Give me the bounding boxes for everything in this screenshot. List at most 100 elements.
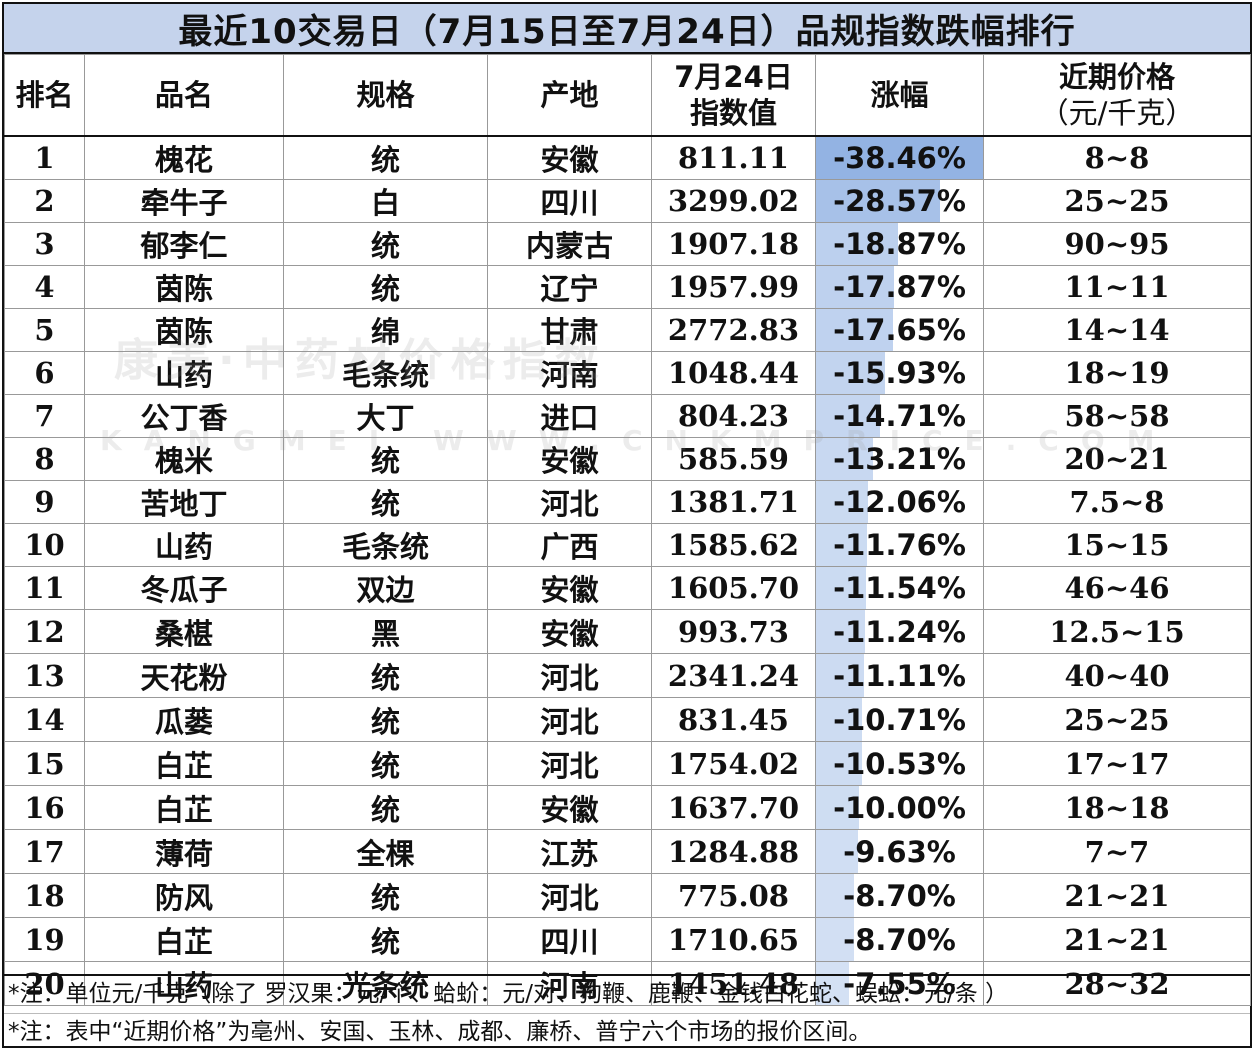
rank-cell: 13 (4, 653, 85, 698)
index-cell: 1048.44 (651, 351, 816, 395)
price-cell: 25~25 (983, 179, 1251, 223)
name-cell: 槐花 (84, 135, 284, 180)
change-value: -11.11% (833, 658, 966, 693)
price-cell: 28~32 (983, 961, 1251, 1006)
price-cell: 8~8 (983, 135, 1251, 180)
rank-cell: 9 (4, 480, 85, 524)
header-name: 品名 (84, 54, 284, 137)
change-data-bar (816, 180, 941, 222)
index-cell: 1451.48 (651, 961, 816, 1006)
change-data-bar (816, 137, 983, 179)
change-data-bar (816, 610, 865, 653)
price-cell: 25~25 (983, 697, 1251, 742)
index-cell: 775.08 (651, 873, 816, 918)
spec-cell: 黑 (283, 609, 488, 654)
change-cell: -13.21% (815, 437, 984, 481)
change-data-bar (816, 352, 886, 394)
rank-cell: 5 (4, 308, 85, 352)
index-cell: 2772.83 (651, 308, 816, 352)
change-value: -9.63% (843, 834, 956, 869)
table-row: 1 槐花统安徽 811.11 -38.46% 8~8 (4, 135, 1251, 180)
change-cell: -10.71% (815, 697, 984, 742)
rank-cell: 16 (4, 785, 85, 830)
name-cell: 公丁香 (84, 394, 284, 438)
rank-cell: 1 (4, 135, 85, 180)
index-cell: 1605.70 (651, 566, 816, 610)
index-cell: 1957.99 (651, 265, 816, 309)
origin-cell: 四川 (487, 917, 652, 962)
index-cell: 3299.02 (651, 179, 816, 223)
spec-cell: 双边 (283, 566, 488, 610)
name-cell: 山药 (84, 961, 284, 1006)
change-data-bar (816, 438, 874, 480)
rank-cell: 20 (4, 961, 85, 1006)
origin-cell: 广西 (487, 523, 652, 567)
spec-cell: 统 (283, 917, 488, 962)
name-cell: 桑椹 (84, 609, 284, 654)
origin-cell: 河北 (487, 741, 652, 786)
rank-cell: 18 (4, 873, 85, 918)
name-cell: 茵陈 (84, 265, 284, 309)
header-index-line1: 7月24日 (674, 60, 793, 94)
change-value: -11.24% (833, 614, 966, 649)
change-data-bar (816, 524, 868, 566)
origin-cell: 河北 (487, 653, 652, 698)
change-data-bar (816, 918, 854, 961)
rank-cell: 3 (4, 222, 85, 266)
change-value: -28.57% (833, 184, 966, 218)
change-cell: -8.70% (815, 917, 984, 962)
name-cell: 牵牛子 (84, 179, 284, 223)
table-row: 6 山药 毛条统 河南 1048.44 -15.93% 18~19 (4, 351, 1251, 395)
change-cell: -18.87% (815, 222, 984, 266)
spec-cell: 绵 (283, 308, 488, 352)
origin-cell: 安徽 (487, 135, 652, 180)
rank-cell: 2 (4, 179, 85, 223)
table-row: 10 山药 毛条统 广西 1585.62 -11.76% 15~15 (4, 523, 1251, 567)
price-cell: 7.5~8 (983, 480, 1251, 524)
price-cell: 11~11 (983, 265, 1251, 309)
price-cell: 18~19 (983, 351, 1251, 395)
header-row: 排名 品名 规格 产地 7月24日 指数值 涨幅 近期价格 （元/千克） (4, 54, 1251, 137)
table-row: 5 茵陈绵甘肃 2772.83 -17.65% 14~14 (4, 308, 1251, 352)
change-cell: -11.11% (815, 653, 984, 698)
price-cell: 58~58 (983, 394, 1251, 438)
name-cell: 白芷 (84, 741, 284, 786)
name-cell: 薄荷 (84, 829, 284, 874)
rank-cell: 17 (4, 829, 85, 874)
table-row: 18 防风统河北 775.08 -8.70% 21~21 (4, 873, 1251, 918)
index-cell: 831.45 (651, 697, 816, 742)
header-spec: 规格 (283, 54, 488, 137)
header-origin: 产地 (487, 54, 652, 137)
change-cell: -8.70% (815, 873, 984, 918)
ranking-table: 排名 品名 规格 产地 7月24日 指数值 涨幅 近期价格 （元/千克） 1 槐花… (4, 54, 1251, 1006)
index-cell: 1754.02 (651, 741, 816, 786)
change-data-bar (816, 223, 898, 265)
spec-cell: 全棵 (283, 829, 488, 874)
price-cell: 7~7 (983, 829, 1251, 874)
change-value: -15.93% (833, 356, 966, 390)
change-data-bar (816, 698, 863, 741)
index-cell: 1284.88 (651, 829, 816, 874)
change-data-bar (816, 309, 893, 351)
table-row: 2 牵牛子白四川 3299.02 -28.57% 25~25 (4, 179, 1251, 223)
change-cell: -17.65% (815, 308, 984, 352)
spec-cell: 大丁 (283, 394, 488, 438)
price-cell: 14~14 (983, 308, 1251, 352)
change-cell: -12.06% (815, 480, 984, 524)
spec-cell: 统 (283, 437, 488, 481)
name-cell: 山药 (84, 523, 284, 567)
origin-cell: 安徽 (487, 609, 652, 654)
change-value: -11.54% (833, 571, 966, 605)
spec-cell: 统 (283, 653, 488, 698)
spec-cell: 统 (283, 135, 488, 180)
change-value: -12.06% (833, 485, 966, 519)
origin-cell: 安徽 (487, 437, 652, 481)
origin-cell: 安徽 (487, 785, 652, 830)
index-cell: 993.73 (651, 609, 816, 654)
rank-cell: 7 (4, 394, 85, 438)
rank-cell: 6 (4, 351, 85, 395)
spec-cell: 统 (283, 785, 488, 830)
index-cell: 1637.70 (651, 785, 816, 830)
spec-cell: 统 (283, 480, 488, 524)
